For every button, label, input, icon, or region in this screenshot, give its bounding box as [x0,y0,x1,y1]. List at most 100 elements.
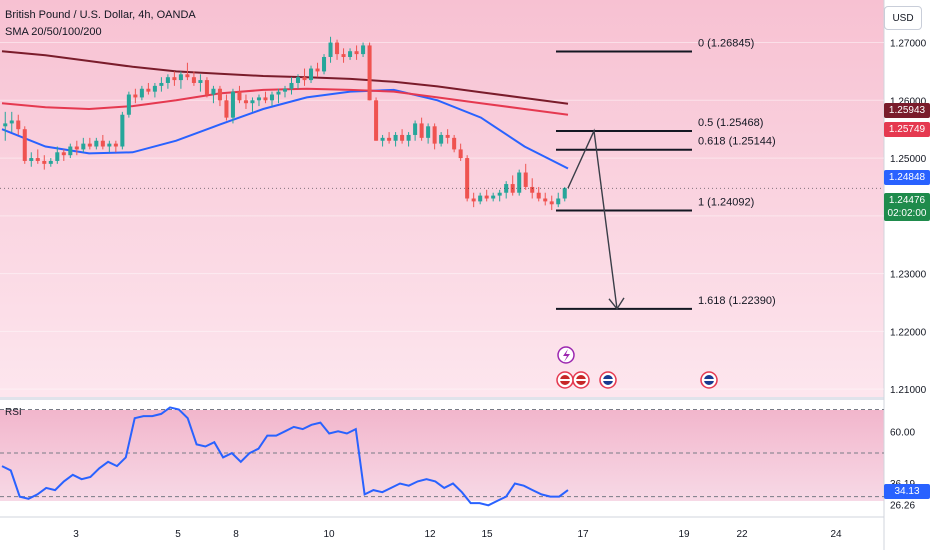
date-tick-4: 12 [424,529,436,540]
currency-button[interactable]: USD [884,6,922,30]
rsi-legend[interactable]: RSI [5,407,22,418]
candle-body-35 [230,91,235,118]
candle-body-21 [139,88,144,98]
candle-body-5 [35,158,40,161]
candle-body-29 [191,77,196,83]
candle-body-82 [536,192,541,199]
price-tick-5: 1.22000 [890,327,927,338]
candle-body-3 [22,129,27,161]
candle-body-12 [81,143,86,150]
candle-body-45 [295,77,301,83]
candle-body-54 [354,51,359,55]
candle-body-18 [120,114,125,147]
candle-body-26 [172,77,177,81]
main-pane-bg [0,0,884,397]
candle-body-84 [549,201,554,205]
candle-body-66 [432,126,437,144]
candle-body-47 [309,68,314,81]
rsi-tick-0: 60.00 [890,427,915,438]
candle-body-71 [465,158,470,199]
fib-label-0: 0 (1.26845) [698,37,754,49]
current-price: 1.24476 [888,195,926,206]
date-tick-1: 5 [175,529,181,540]
candle-body-55 [361,45,366,55]
candle-body-22 [146,88,151,92]
candle-body-1 [9,120,14,124]
us-flag-icon [556,371,574,389]
price-tick-1: 1.26000 [890,96,927,107]
flag-stripe-3 [704,379,714,381]
candle-body-58 [380,137,385,141]
date-tick-9: 24 [830,529,842,540]
date-tick-7: 19 [678,529,690,540]
candle-body-34 [224,100,229,118]
candle-body-28 [185,74,190,78]
candle-body-68 [445,134,450,138]
candle-body-11 [74,146,79,150]
candle-body-86 [562,188,567,199]
bar-countdown: 02:02:00 [887,208,927,219]
fib-label-3: 1 (1.24092) [698,197,754,209]
price-tick-0: 1.27000 [890,39,927,50]
candle-body-10 [68,146,73,156]
date-tick-5: 15 [481,529,493,540]
candle-body-17 [113,143,118,147]
pane-separator [0,397,884,400]
candle-body-57 [374,100,379,141]
sma20-price-label: 1.24848 [884,170,930,185]
date-tick-8: 22 [736,529,748,540]
us-flag-icon [572,371,590,389]
candle-body-80 [523,172,528,187]
candle-body-43 [282,88,288,92]
candle-body-63 [413,123,418,135]
candle-body-64 [419,123,424,138]
lightning-bolt [563,349,570,362]
candle-body-76 [497,192,502,196]
fib-label-1: 0.5 (1.25468) [698,117,763,129]
lightning-icon [557,346,575,364]
fib-label-4: 1.618 (1.22390) [698,295,776,307]
symbol-title[interactable]: British Pound / U.S. Dollar, 4h, OANDA [5,9,196,21]
candle-body-38 [250,100,255,104]
rsi-line [1,406,569,507]
date-tick-3: 10 [323,529,335,540]
rsi-tick-1: 26.26 [890,501,915,512]
rsi-value-label: 34.13 [884,484,930,499]
candle-body-79 [517,172,522,193]
candle-body-9 [61,152,66,156]
projection-path [567,128,618,309]
candle-body-59 [387,137,392,141]
sma50-price-label: 1.25749 [884,122,930,137]
candle-body-7 [48,160,53,164]
candle-body-69 [452,137,457,150]
indicator-legend[interactable]: SMA 20/50/100/200 [5,26,102,38]
candle-body-19 [126,94,131,115]
candle-body-44 [289,82,294,89]
sma100-price-label: 1.25943 [884,103,930,118]
candle-body-46 [302,77,307,81]
candle-body-39 [256,97,261,101]
candle-body-65 [426,126,431,138]
candle-body-16 [107,143,112,147]
candle-body-23 [152,85,157,92]
date-tick-6: 17 [577,529,589,540]
candle-body-24 [159,82,164,86]
flag-stripe-1 [576,379,586,381]
candle-body-4 [29,158,34,161]
fib-label-2: 0.618 (1.25144) [698,136,776,148]
candle-body-50 [328,42,333,57]
candle-body-62 [406,134,411,141]
flag-stripe-2 [603,379,613,381]
candle-body-52 [341,54,346,57]
current-price-label: 1.24476 02:02:00 [884,193,930,221]
candle-body-25 [165,77,170,83]
price-tick-4: 1.23000 [890,270,927,281]
price-tick-2: 1.25000 [890,154,927,165]
uk-flag-icon [599,371,617,389]
candle-body-67 [439,134,444,144]
candle-body-0 [3,123,8,127]
candle-body-85 [556,198,561,205]
date-tick-2: 8 [233,529,239,540]
